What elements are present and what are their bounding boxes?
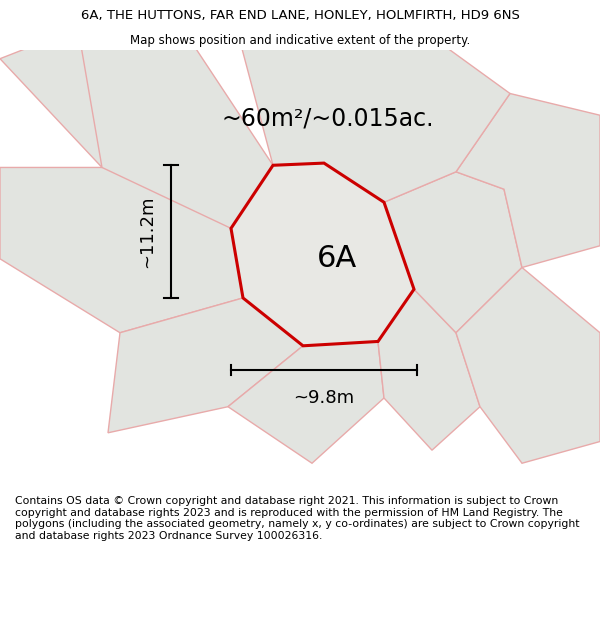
Text: 6A, THE HUTTONS, FAR END LANE, HONLEY, HOLMFIRTH, HD9 6NS: 6A, THE HUTTONS, FAR END LANE, HONLEY, H… — [80, 9, 520, 22]
Text: 6A: 6A — [317, 244, 357, 273]
Polygon shape — [108, 298, 303, 432]
Polygon shape — [78, 6, 273, 228]
Polygon shape — [456, 268, 600, 463]
Polygon shape — [240, 28, 510, 203]
Text: ~9.8m: ~9.8m — [293, 389, 355, 408]
Text: ~60m²/~0.015ac.: ~60m²/~0.015ac. — [222, 106, 434, 131]
Polygon shape — [384, 172, 522, 332]
Text: Contains OS data © Crown copyright and database right 2021. This information is : Contains OS data © Crown copyright and d… — [15, 496, 580, 541]
Polygon shape — [228, 341, 384, 463]
Text: ~11.2m: ~11.2m — [138, 196, 156, 268]
Polygon shape — [0, 28, 180, 168]
Polygon shape — [378, 289, 480, 450]
Polygon shape — [456, 94, 600, 268]
Polygon shape — [231, 163, 414, 346]
Polygon shape — [0, 137, 243, 332]
Text: Map shows position and indicative extent of the property.: Map shows position and indicative extent… — [130, 34, 470, 47]
